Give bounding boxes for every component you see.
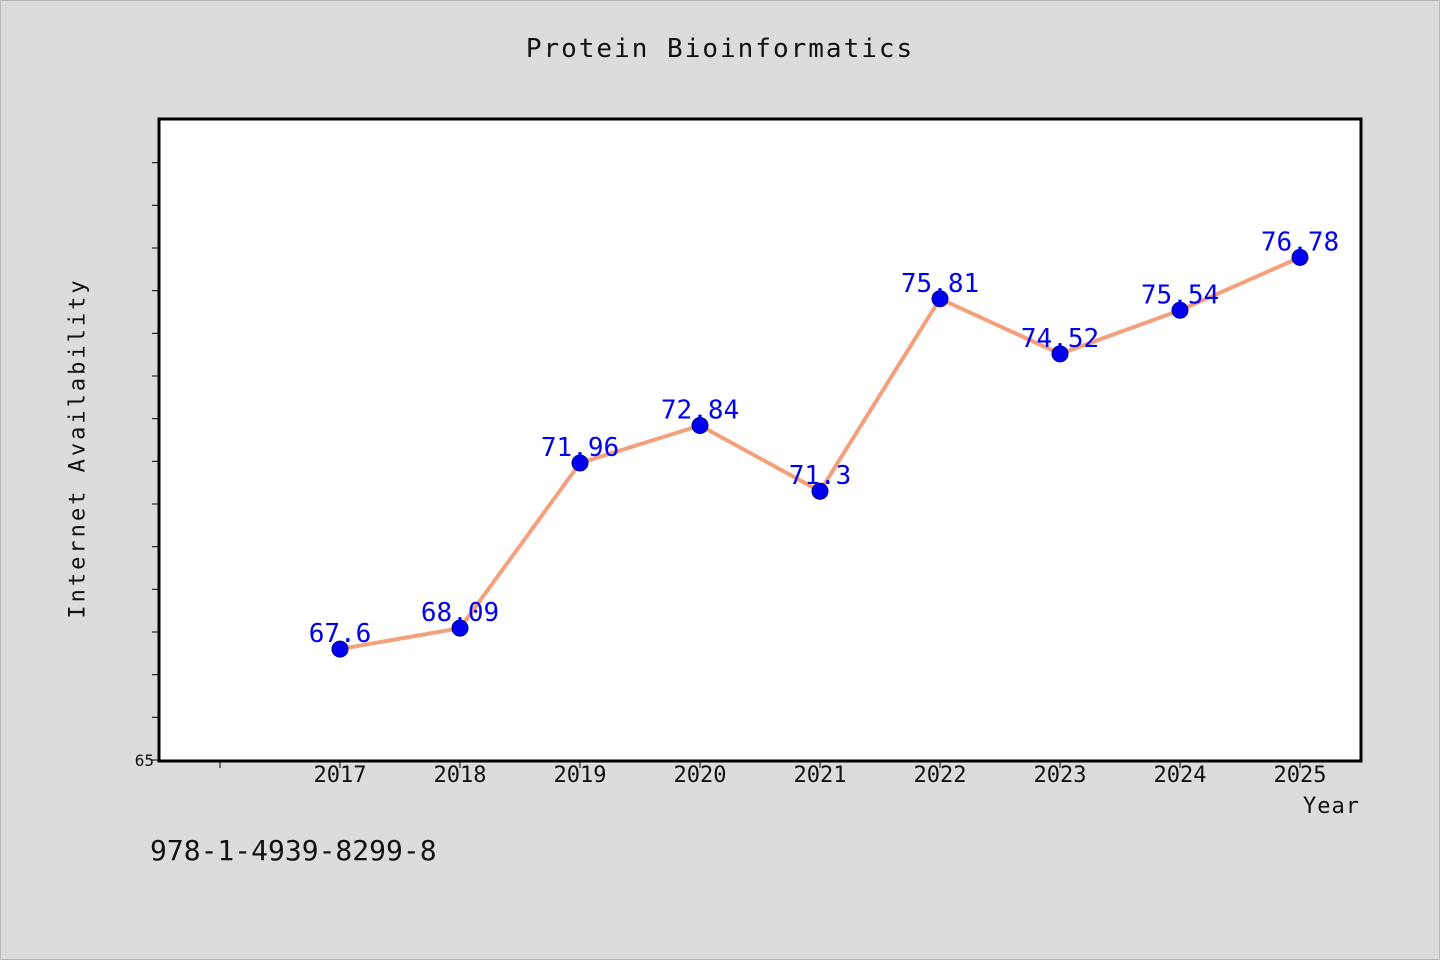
data-point xyxy=(811,482,829,500)
data-label: 72.84 xyxy=(661,395,739,425)
data-point xyxy=(1051,345,1069,363)
x-tick-label: 2018 xyxy=(434,763,487,788)
data-label: 75.81 xyxy=(901,269,979,299)
x-tick-label: 2017 xyxy=(314,763,367,788)
data-point xyxy=(571,454,589,472)
x-tick-label: 2022 xyxy=(914,763,967,788)
data-markers xyxy=(331,248,1309,658)
isbn-text: 978-1-4939-8299-8 xyxy=(150,834,437,867)
chart-title: Protein Bioinformatics xyxy=(525,34,915,64)
data-label: 75.54 xyxy=(1141,280,1219,310)
x-tick-label: 2024 xyxy=(1154,763,1207,788)
data-label: 68.09 xyxy=(421,598,499,628)
axes: 65 2017 2018 2019 2020 2021 2022 2023 2024 2025 xyxy=(135,162,1327,788)
plot-area xyxy=(157,117,1363,763)
data-point xyxy=(451,619,469,637)
x-tick-label: 2023 xyxy=(1034,763,1087,788)
data-point xyxy=(1291,248,1309,266)
data-point xyxy=(1171,301,1189,319)
y-tick-label: 65 xyxy=(135,751,154,770)
data-point xyxy=(931,290,949,308)
data-label: 67.6 xyxy=(309,619,372,649)
x-tick-label: 2021 xyxy=(794,763,847,788)
data-point xyxy=(331,640,349,658)
data-label: 71.3 xyxy=(789,461,852,491)
x-axis-label: Year xyxy=(1303,794,1360,819)
data-label: 76.78 xyxy=(1261,227,1339,257)
x-tick-label: 2020 xyxy=(674,763,727,788)
data-label: 71.96 xyxy=(541,433,619,463)
x-tick-label: 2025 xyxy=(1274,763,1327,788)
data-label: 74.52 xyxy=(1021,324,1099,354)
x-tick-label: 2019 xyxy=(554,763,607,788)
data-point xyxy=(691,416,709,434)
data-labels: 67.6 68.09 71.96 72.84 71.3 75.81 74.52 75.54 76… xyxy=(309,227,1339,649)
